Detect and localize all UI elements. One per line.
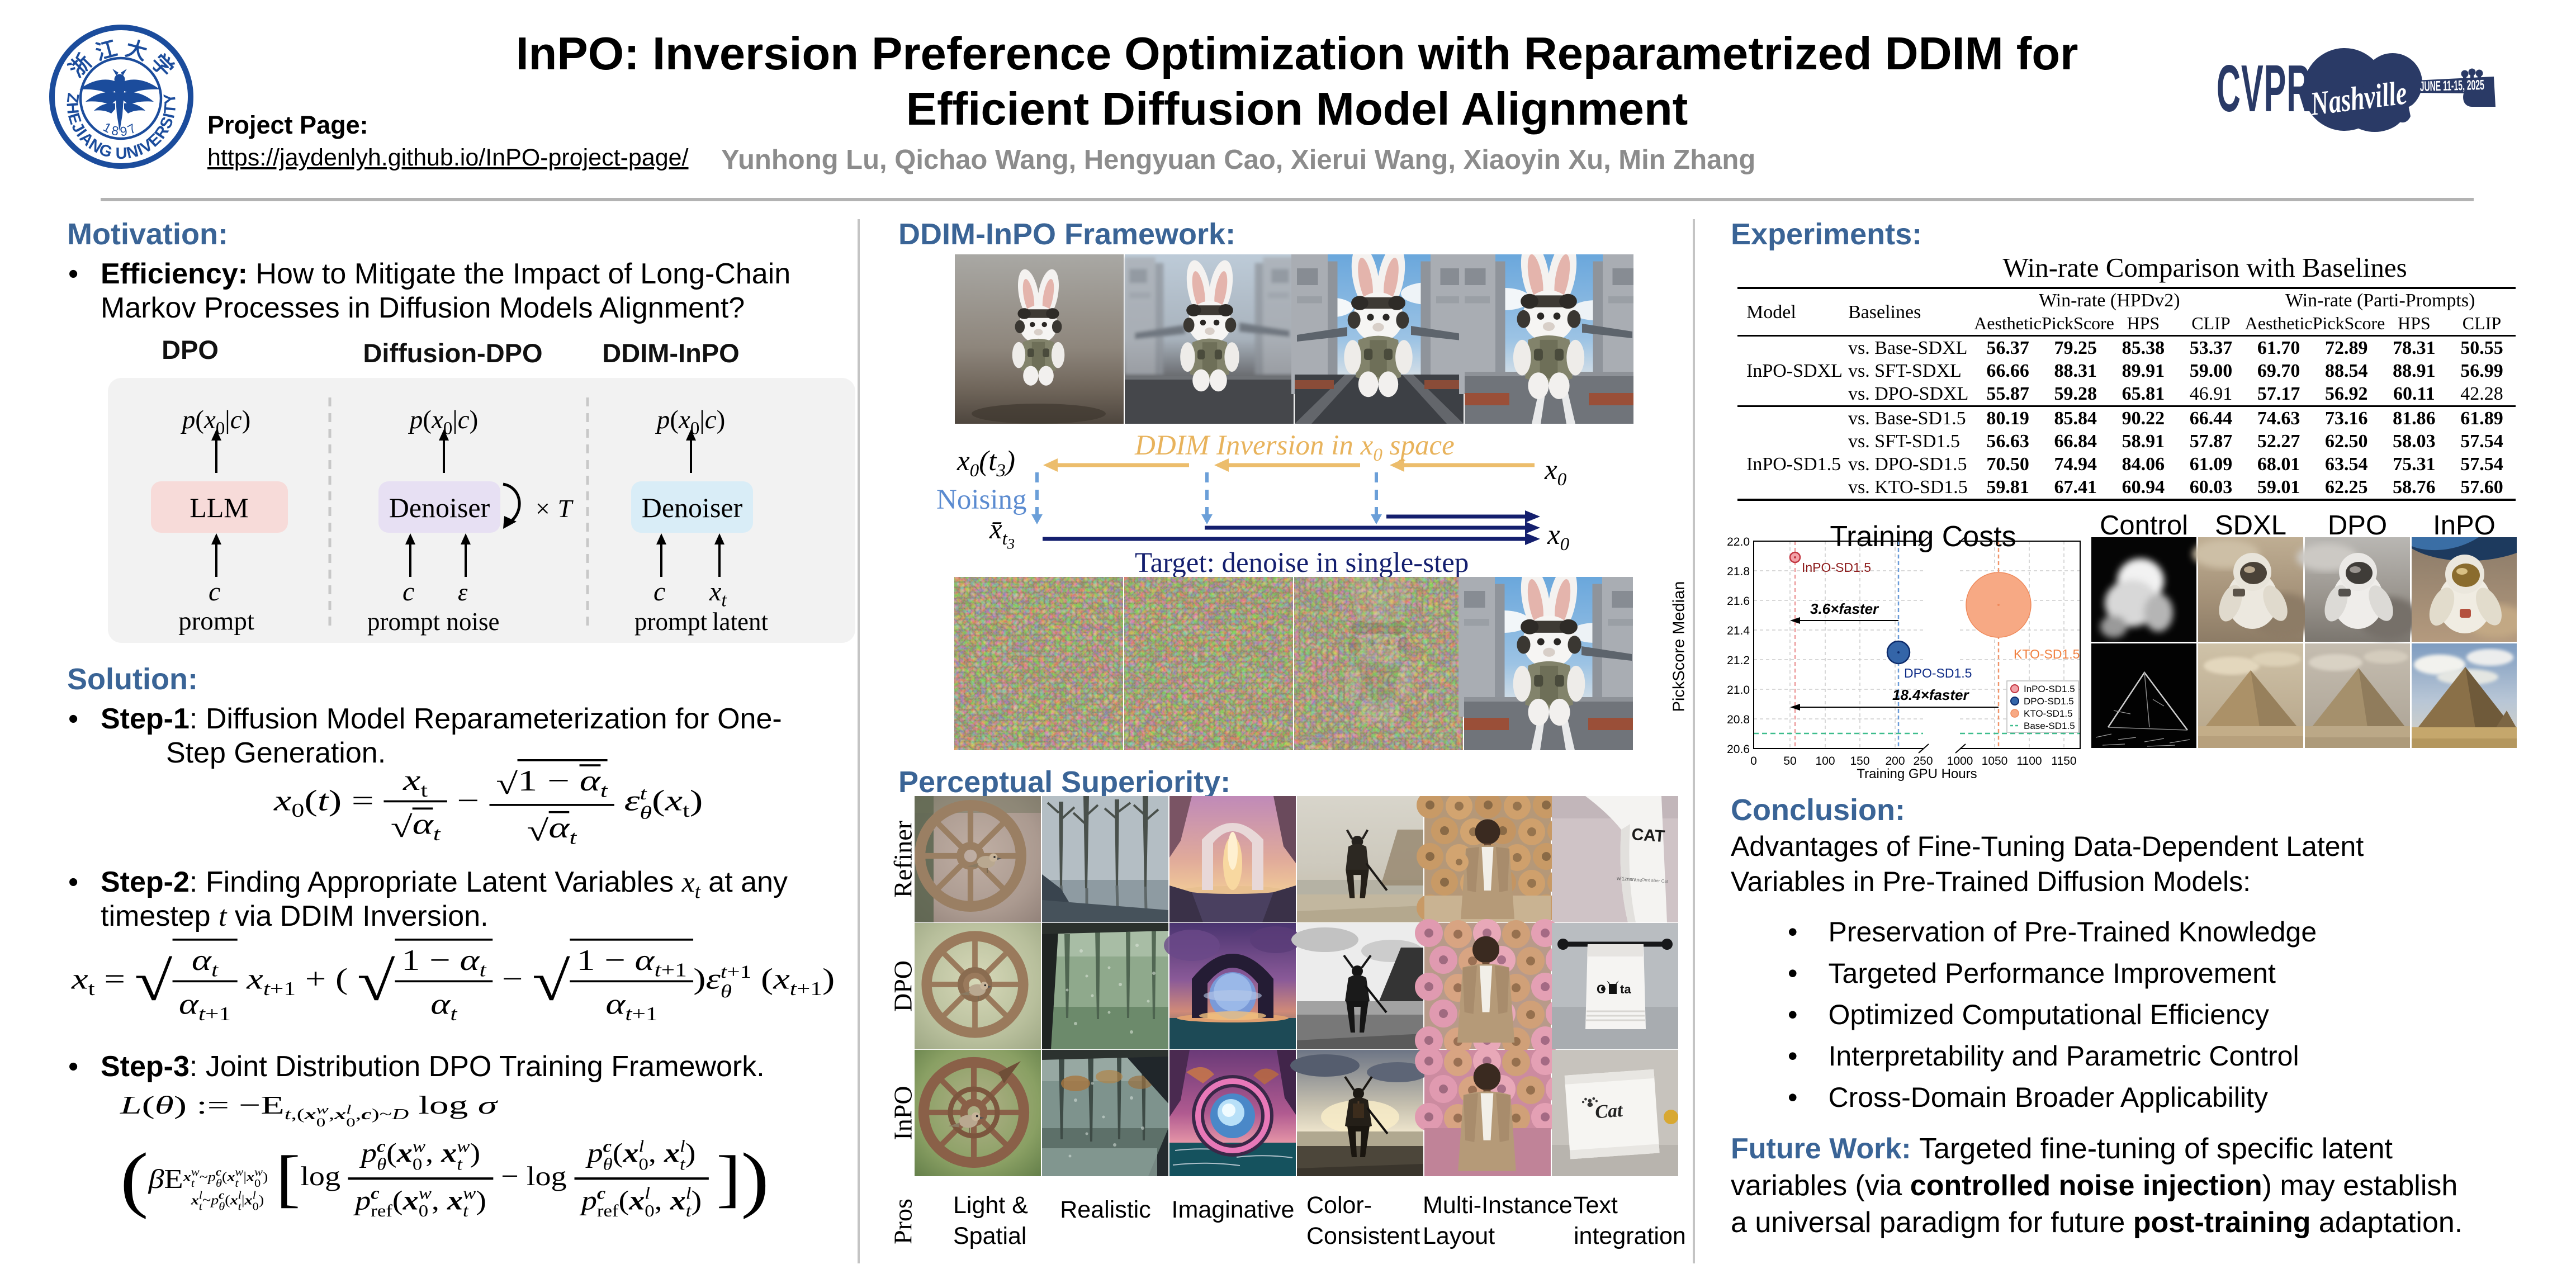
- svg-text:22.0: 22.0: [1727, 537, 1750, 548]
- svg-text:Omt aber Cat: Omt aber Cat: [1641, 877, 1669, 884]
- svg-text:1000: 1000: [1947, 755, 1973, 768]
- svg-text:1150: 1150: [2051, 755, 2076, 768]
- svg-text:100: 100: [1815, 755, 1835, 768]
- svg-text:21.8: 21.8: [1727, 565, 1750, 578]
- svg-text:20.8: 20.8: [1727, 713, 1750, 726]
- svg-text:DPO-SD1.5: DPO-SD1.5: [1904, 666, 1972, 680]
- svg-text:0: 0: [1750, 755, 1757, 768]
- svg-text:150: 150: [1850, 755, 1869, 768]
- svg-text:250: 250: [1913, 755, 1933, 768]
- svg-text:18.4×faster: 18.4×faster: [1892, 686, 1969, 703]
- svg-text:21.4: 21.4: [1727, 624, 1750, 637]
- svg-text:20.6: 20.6: [1727, 743, 1750, 756]
- svg-text:C: C: [1597, 982, 1606, 996]
- svg-text:50: 50: [1783, 755, 1796, 768]
- svg-text:1050: 1050: [1982, 755, 2008, 768]
- svg-text:CAT: CAT: [1631, 825, 1666, 846]
- svg-text:21.6: 21.6: [1727, 595, 1750, 608]
- svg-text:wi1znsrane: wi1znsrane: [1616, 875, 1642, 883]
- svg-text:Base-SD1.5: Base-SD1.5: [2024, 721, 2075, 731]
- svg-text:21.0: 21.0: [1727, 684, 1750, 697]
- svg-text:21.2: 21.2: [1727, 654, 1750, 667]
- svg-text:1100: 1100: [2016, 755, 2042, 768]
- svg-text:200: 200: [1885, 755, 1905, 768]
- svg-text:Training GPU Hours: Training GPU Hours: [1857, 766, 1977, 782]
- svg-text:ta: ta: [1620, 982, 1631, 996]
- svg-text:Cat: Cat: [1594, 1100, 1624, 1123]
- svg-text:3.6×faster: 3.6×faster: [1810, 600, 1879, 617]
- svg-text:InPO-SD1.5: InPO-SD1.5: [1802, 560, 1871, 575]
- svg-text:InPO-SD1.5: InPO-SD1.5: [2024, 684, 2075, 694]
- svg-text:DPO-SD1.5: DPO-SD1.5: [2024, 696, 2074, 707]
- svg-text:JUNE 11-15, 2025: JUNE 11-15, 2025: [2419, 78, 2484, 94]
- svg-text:CVPR: CVPR: [2217, 51, 2311, 125]
- svg-text:KTO-SD1.5: KTO-SD1.5: [2014, 647, 2080, 661]
- svg-text:KTO-SD1.5: KTO-SD1.5: [2024, 708, 2073, 719]
